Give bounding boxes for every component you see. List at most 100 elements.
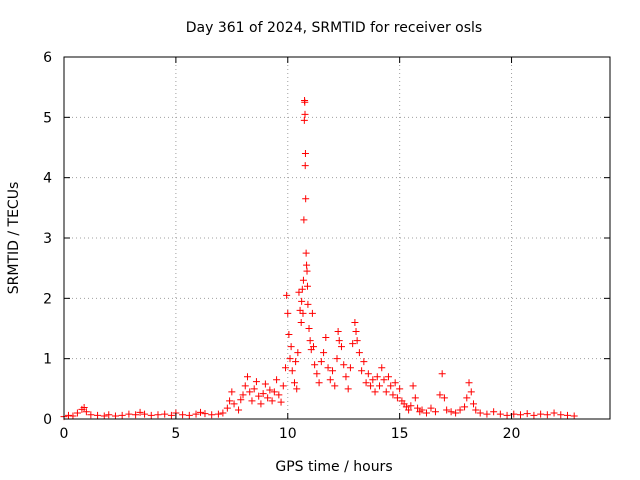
data-point — [286, 355, 294, 363]
data-point — [342, 373, 350, 381]
data-point — [516, 411, 524, 419]
data-point — [418, 406, 426, 414]
data-point — [125, 410, 133, 418]
data-point — [197, 408, 204, 416]
data-point — [100, 412, 108, 420]
data-point — [334, 328, 342, 336]
data-point — [64, 411, 72, 419]
data-point — [349, 340, 357, 348]
data-point — [279, 382, 287, 390]
data-point — [329, 367, 337, 375]
x-tick-label: 10 — [279, 426, 297, 442]
data-point — [297, 318, 305, 326]
data-point — [447, 408, 455, 416]
data-point — [268, 397, 276, 405]
data-point — [302, 195, 310, 203]
data-point — [94, 411, 102, 419]
data-point — [503, 411, 511, 419]
data-point — [317, 358, 325, 366]
data-point — [496, 410, 504, 418]
y-tick-label: 4 — [43, 171, 52, 187]
data-point — [313, 370, 321, 378]
data-point — [344, 385, 352, 393]
data-point — [411, 394, 419, 402]
data-point — [364, 370, 372, 378]
data-point — [467, 388, 475, 396]
data-point — [292, 358, 300, 366]
data-point — [298, 285, 306, 293]
data-point — [301, 150, 309, 158]
data-point — [226, 397, 234, 405]
data-point — [277, 398, 285, 406]
data-point — [409, 382, 417, 390]
data-point — [118, 411, 126, 419]
data-point — [136, 408, 144, 416]
data-point — [352, 328, 360, 336]
data-point — [490, 408, 498, 416]
data-point — [308, 309, 316, 317]
data-point — [73, 409, 81, 417]
x-axis-label: GPS time / hours — [275, 459, 392, 475]
data-point — [360, 358, 368, 366]
data-point — [476, 409, 484, 417]
data-point — [543, 411, 551, 419]
data-point — [264, 394, 272, 402]
data-point — [362, 379, 370, 387]
data-point — [427, 404, 435, 412]
data-point — [154, 411, 162, 419]
data-point — [296, 306, 304, 314]
data-point — [414, 404, 422, 412]
data-point — [300, 216, 308, 224]
data-point — [382, 388, 390, 396]
data-point — [431, 408, 439, 416]
data-point — [371, 388, 379, 396]
data-point — [376, 382, 384, 390]
data-point — [290, 379, 298, 387]
data-point — [550, 409, 558, 417]
data-point — [387, 382, 395, 390]
data-point — [237, 396, 245, 404]
data-point — [185, 411, 193, 419]
data-point — [301, 110, 309, 118]
data-point — [523, 410, 531, 418]
data-point — [465, 379, 473, 387]
data-point — [461, 403, 469, 411]
data-point — [239, 391, 247, 399]
data-point — [306, 337, 314, 345]
data-point — [324, 364, 332, 372]
data-point — [284, 309, 292, 317]
data-point — [331, 382, 339, 390]
data-point — [333, 355, 341, 363]
data-point — [452, 409, 460, 417]
data-point — [311, 361, 319, 369]
y-tick-label: 1 — [43, 352, 52, 368]
data-point — [351, 318, 359, 326]
data-point — [179, 411, 187, 419]
data-point — [257, 400, 265, 408]
data-point — [322, 334, 330, 342]
data-point — [407, 402, 415, 410]
data-point — [389, 391, 397, 399]
data-point — [250, 385, 258, 393]
data-point — [147, 411, 155, 419]
data-point — [285, 331, 293, 339]
data-point — [378, 364, 386, 372]
data-point — [214, 410, 222, 418]
data-point — [299, 276, 307, 284]
data-point — [570, 412, 578, 420]
data-point — [282, 364, 290, 372]
data-point — [405, 406, 413, 414]
data-point — [463, 394, 471, 402]
y-tick-label: 0 — [43, 412, 52, 428]
data-point — [303, 261, 311, 269]
data-point — [440, 394, 448, 402]
data-point — [303, 267, 311, 275]
data-point — [337, 343, 345, 351]
data-point — [340, 361, 348, 369]
data-point — [208, 411, 216, 419]
x-tick-label: 20 — [503, 426, 521, 442]
data-point — [530, 411, 538, 419]
data-point — [235, 406, 243, 414]
data-point — [563, 411, 571, 419]
data-point — [384, 373, 392, 381]
